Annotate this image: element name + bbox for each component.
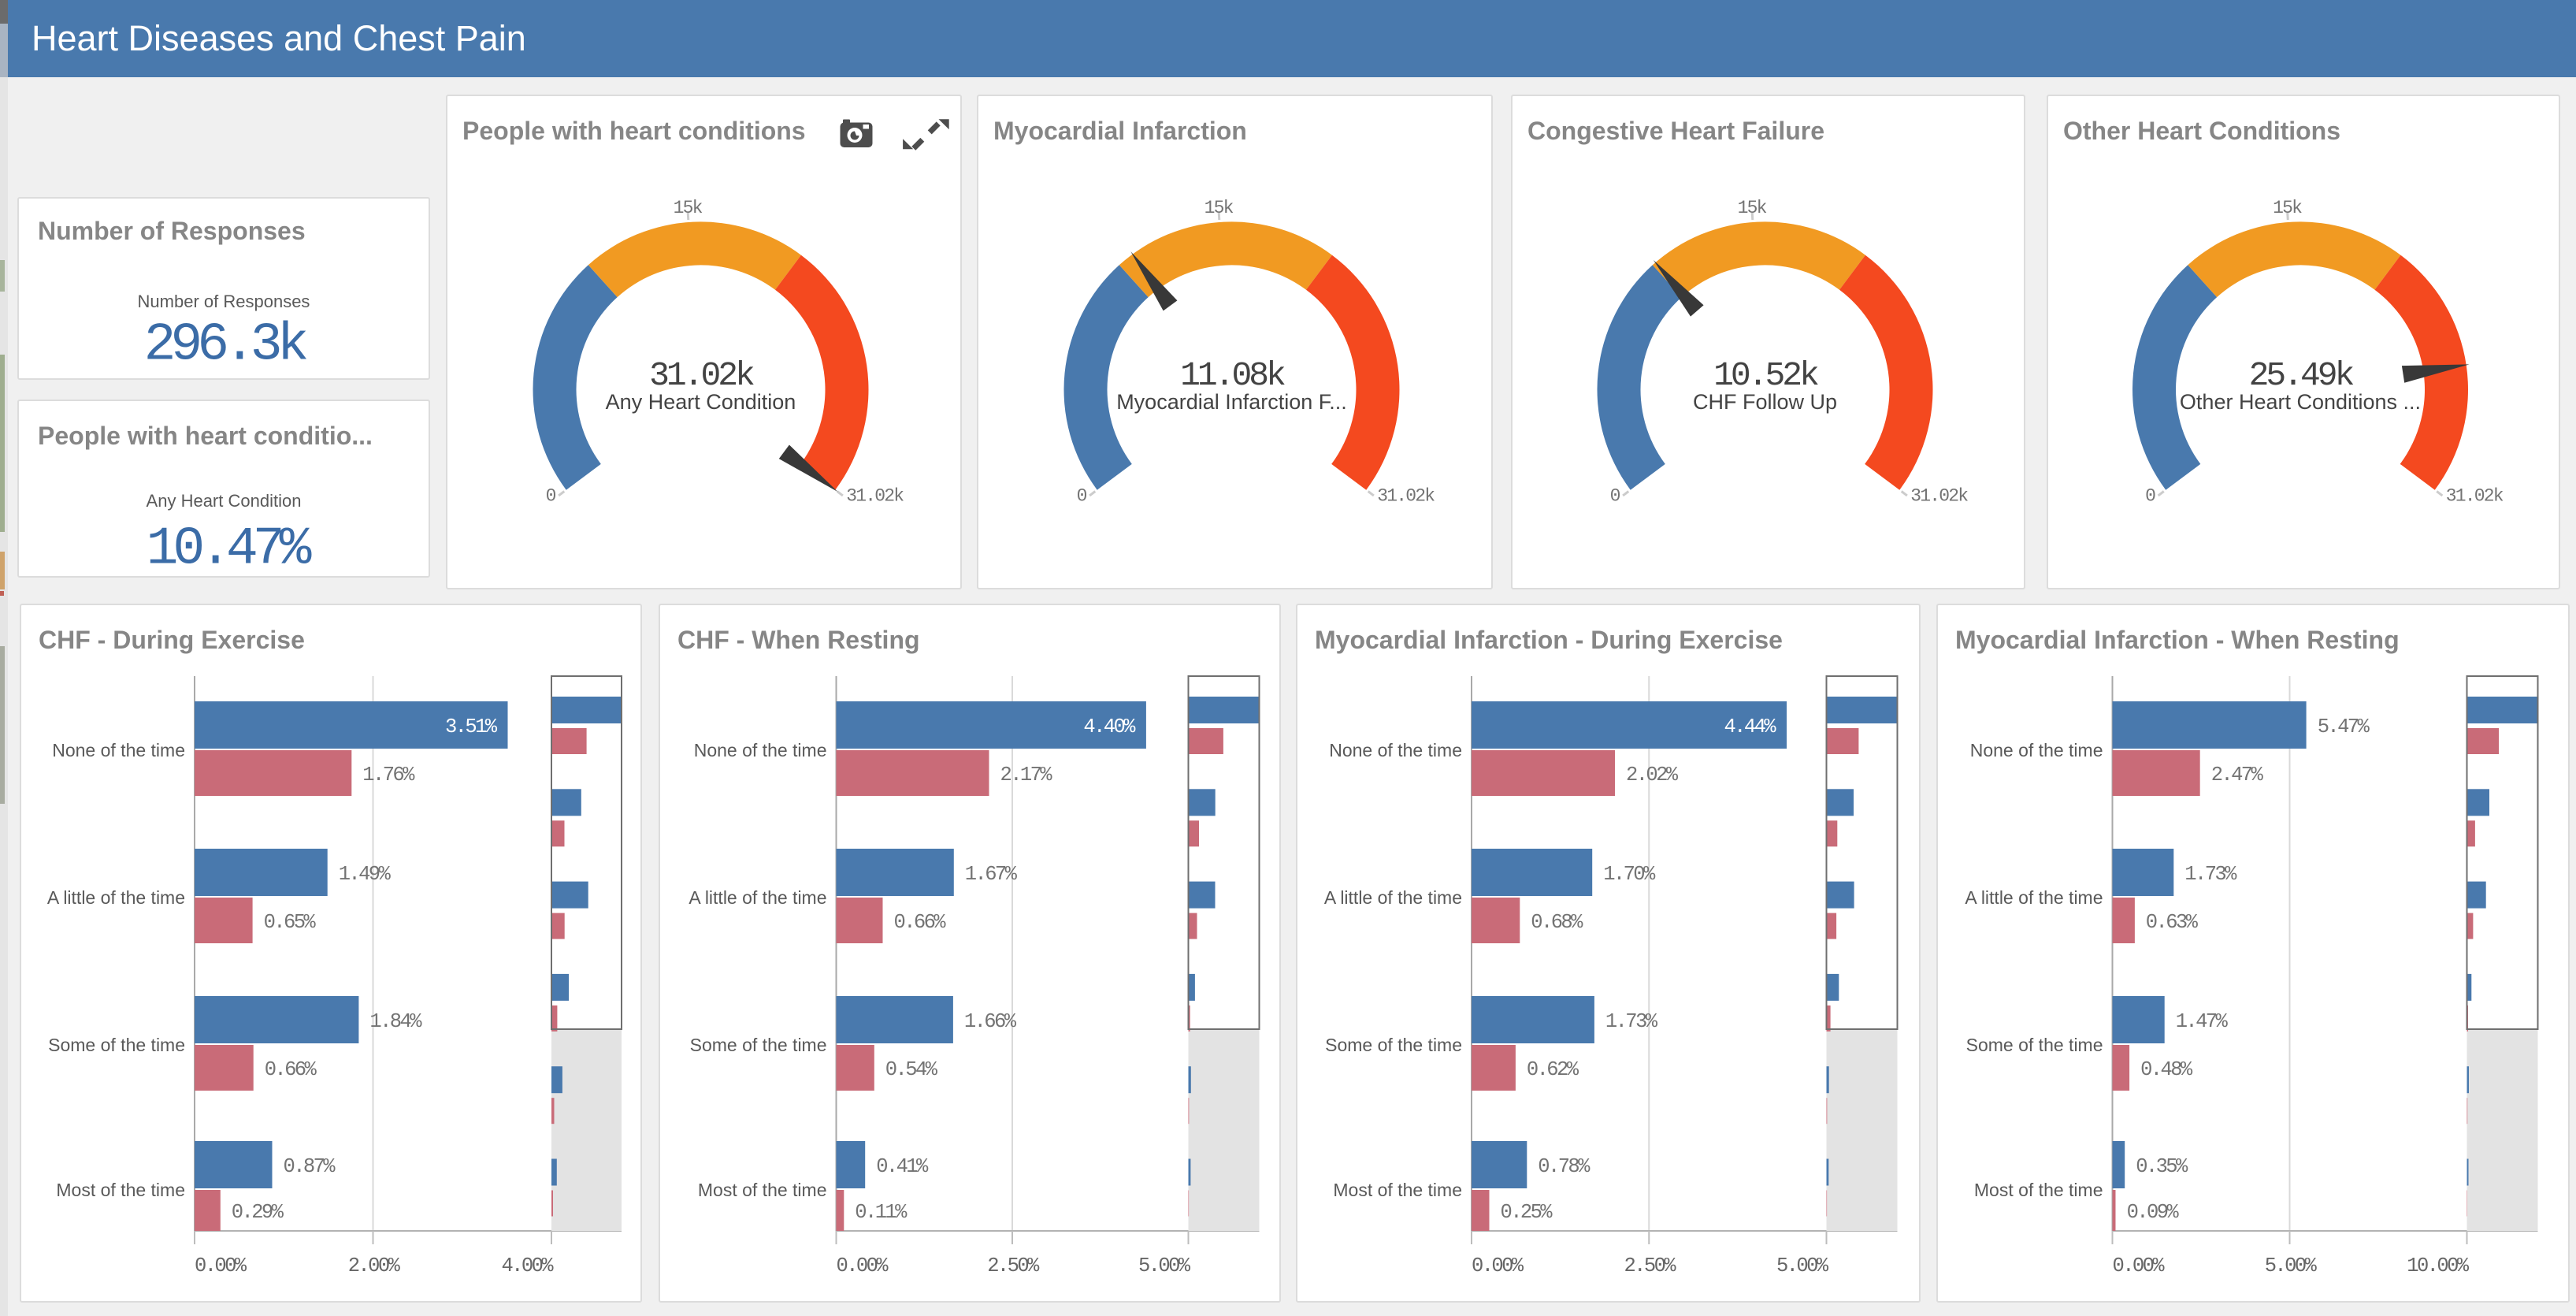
svg-text:4.40%: 4.40% bbox=[1083, 716, 1136, 738]
svg-text:2.50%: 2.50% bbox=[1624, 1255, 1676, 1277]
svg-text:31.02k: 31.02k bbox=[649, 356, 754, 395]
svg-text:Some of the time: Some of the time bbox=[690, 1035, 827, 1055]
svg-text:4.00%: 4.00% bbox=[501, 1255, 554, 1277]
svg-text:15k: 15k bbox=[1204, 198, 1234, 218]
svg-text:0.78%: 0.78% bbox=[1538, 1155, 1591, 1178]
svg-text:1.70%: 1.70% bbox=[1603, 863, 1656, 886]
svg-text:0.66%: 0.66% bbox=[265, 1058, 317, 1081]
svg-text:None of the time: None of the time bbox=[1970, 740, 2103, 760]
svg-text:1.66%: 1.66% bbox=[964, 1010, 1017, 1033]
svg-text:2.02%: 2.02% bbox=[1626, 764, 1679, 786]
svg-text:0.00%: 0.00% bbox=[195, 1255, 247, 1277]
svg-text:A little of the time: A little of the time bbox=[1324, 887, 1462, 908]
svg-text:A little of the time: A little of the time bbox=[1965, 887, 2103, 908]
svg-text:0: 0 bbox=[546, 486, 556, 507]
svg-text:5.00%: 5.00% bbox=[2265, 1255, 2318, 1277]
svg-text:0: 0 bbox=[2145, 486, 2155, 507]
svg-text:0.11%: 0.11% bbox=[855, 1201, 908, 1224]
svg-text:Some of the time: Some of the time bbox=[1966, 1035, 2103, 1055]
svg-text:5.00%: 5.00% bbox=[1138, 1255, 1191, 1277]
svg-text:31.02k: 31.02k bbox=[2446, 486, 2504, 507]
svg-text:5.00%: 5.00% bbox=[1776, 1255, 1829, 1277]
svg-text:0.29%: 0.29% bbox=[232, 1201, 284, 1224]
svg-text:0.87%: 0.87% bbox=[284, 1155, 336, 1178]
svg-text:Most of the time: Most of the time bbox=[698, 1180, 827, 1200]
svg-text:None of the time: None of the time bbox=[694, 740, 827, 760]
svg-text:10.00%: 10.00% bbox=[2407, 1255, 2470, 1277]
svg-text:25.49k: 25.49k bbox=[2249, 356, 2354, 395]
svg-text:1.47%: 1.47% bbox=[2176, 1010, 2229, 1033]
svg-text:None of the time: None of the time bbox=[1329, 740, 1462, 760]
svg-text:Most of the time: Most of the time bbox=[56, 1180, 185, 1200]
svg-text:Some of the time: Some of the time bbox=[1325, 1035, 1462, 1055]
svg-text:15k: 15k bbox=[1738, 198, 1767, 218]
svg-text:2.47%: 2.47% bbox=[2211, 764, 2264, 786]
svg-text:0.00%: 0.00% bbox=[1472, 1255, 1524, 1277]
svg-text:1.84%: 1.84% bbox=[369, 1010, 422, 1033]
svg-text:15k: 15k bbox=[674, 198, 703, 218]
svg-text:2.17%: 2.17% bbox=[1000, 764, 1053, 786]
svg-text:1.76%: 1.76% bbox=[362, 764, 415, 786]
svg-text:0: 0 bbox=[1610, 486, 1620, 507]
svg-text:0.35%: 0.35% bbox=[2136, 1155, 2188, 1178]
svg-text:Any Heart Condition: Any Heart Condition bbox=[606, 390, 796, 414]
svg-text:CHF Follow Up: CHF Follow Up bbox=[1693, 390, 1837, 414]
svg-text:0.48%: 0.48% bbox=[2140, 1058, 2193, 1081]
svg-text:1.73%: 1.73% bbox=[1605, 1010, 1658, 1033]
svg-text:0.00%: 0.00% bbox=[2113, 1255, 2166, 1277]
svg-text:10.52k: 10.52k bbox=[1713, 356, 1818, 395]
svg-text:Other Heart Conditions ...: Other Heart Conditions ... bbox=[2180, 390, 2421, 414]
svg-text:Some of the time: Some of the time bbox=[48, 1035, 185, 1055]
svg-text:Myocardial Infarction F...: Myocardial Infarction F... bbox=[1116, 390, 1347, 414]
svg-text:5.47%: 5.47% bbox=[2318, 716, 2370, 738]
svg-text:1.67%: 1.67% bbox=[965, 863, 1018, 886]
svg-text:3.51%: 3.51% bbox=[445, 716, 498, 738]
svg-text:Most of the time: Most of the time bbox=[1333, 1180, 1462, 1200]
svg-text:296.3k: 296.3k bbox=[144, 315, 307, 376]
svg-text:Most of the time: Most of the time bbox=[1974, 1180, 2103, 1200]
svg-text:10.47%: 10.47% bbox=[147, 519, 312, 579]
svg-text:1.73%: 1.73% bbox=[2184, 863, 2237, 886]
svg-text:0: 0 bbox=[1077, 486, 1087, 507]
svg-text:11.08k: 11.08k bbox=[1180, 356, 1285, 395]
svg-text:0.25%: 0.25% bbox=[1501, 1201, 1553, 1224]
svg-text:31.02k: 31.02k bbox=[846, 486, 904, 507]
svg-text:A little of the time: A little of the time bbox=[689, 887, 826, 908]
svg-text:0.63%: 0.63% bbox=[2146, 911, 2199, 934]
svg-text:4.44%: 4.44% bbox=[1724, 716, 1776, 738]
svg-text:2.50%: 2.50% bbox=[987, 1255, 1040, 1277]
svg-text:31.02k: 31.02k bbox=[1910, 486, 1968, 507]
svg-text:31.02k: 31.02k bbox=[1377, 486, 1435, 507]
svg-text:15k: 15k bbox=[2273, 198, 2302, 218]
svg-text:2.00%: 2.00% bbox=[348, 1255, 401, 1277]
svg-text:0.66%: 0.66% bbox=[894, 911, 947, 934]
svg-text:None of the time: None of the time bbox=[52, 740, 185, 760]
svg-text:A little of the time: A little of the time bbox=[47, 887, 185, 908]
svg-text:0.54%: 0.54% bbox=[885, 1058, 938, 1081]
svg-text:0.68%: 0.68% bbox=[1531, 911, 1583, 934]
svg-text:0.09%: 0.09% bbox=[2127, 1201, 2180, 1224]
svg-text:1.49%: 1.49% bbox=[339, 863, 392, 886]
svg-text:0.00%: 0.00% bbox=[837, 1255, 889, 1277]
svg-text:0.65%: 0.65% bbox=[264, 911, 317, 934]
svg-text:0.62%: 0.62% bbox=[1527, 1058, 1579, 1081]
svg-text:0.41%: 0.41% bbox=[876, 1155, 929, 1178]
